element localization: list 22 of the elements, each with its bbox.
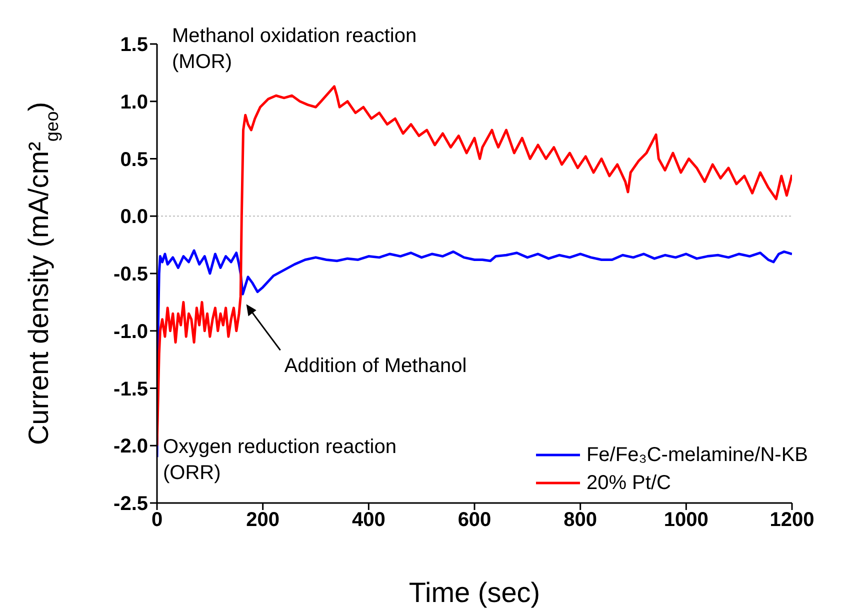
- y-tick-label: 1.0: [120, 91, 148, 114]
- x-tick-label: 200: [246, 509, 280, 532]
- y-tick-label: -1.0: [114, 320, 148, 343]
- x-tick-label: 1200: [770, 509, 814, 532]
- x-tick-label: 600: [458, 509, 492, 532]
- annotation: Addition of Methanol: [284, 355, 467, 378]
- x-tick-label: 400: [352, 509, 386, 532]
- annotation: Methanol oxidation reaction (MOR): [172, 25, 417, 73]
- y-tick-label: -0.5: [114, 264, 148, 286]
- x-tick-label: 0: [151, 509, 163, 532]
- y-tick-label: -2.5: [114, 493, 148, 516]
- y-tick-label: 1.5: [120, 34, 148, 56]
- y-tick-label: -1.5: [114, 378, 148, 400]
- y-tick-label: -2.0: [114, 436, 148, 458]
- y-tick-label: 0.0: [120, 206, 148, 228]
- annotation: Oxygen reduction reaction (ORR): [163, 436, 396, 484]
- legend-label: 20% Pt/C: [586, 471, 671, 496]
- legend-label: Fe/Fe₃C-melamine/N-KB: [586, 443, 808, 468]
- y-tick-label: 0.5: [120, 148, 148, 171]
- x-tick-label: 800: [564, 509, 598, 532]
- x-tick-label: 1000: [664, 509, 708, 532]
- x-axis-title: Time (sec): [408, 577, 540, 608]
